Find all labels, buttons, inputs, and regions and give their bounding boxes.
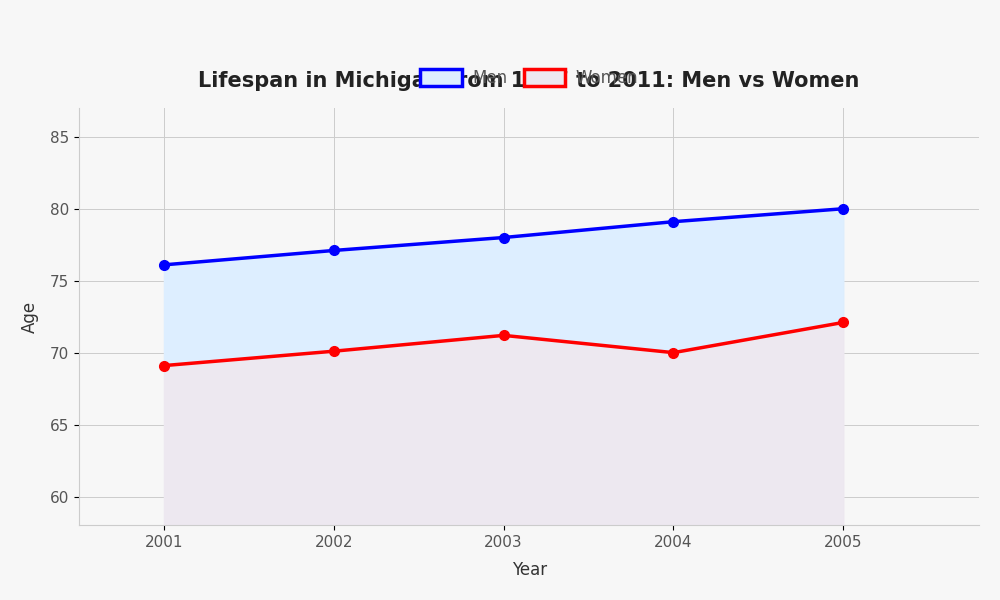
Legend: Men, Women: Men, Women <box>414 62 645 94</box>
Title: Lifespan in Michigan from 1987 to 2011: Men vs Women: Lifespan in Michigan from 1987 to 2011: … <box>198 71 860 91</box>
Y-axis label: Age: Age <box>21 301 39 333</box>
X-axis label: Year: Year <box>512 561 547 579</box>
